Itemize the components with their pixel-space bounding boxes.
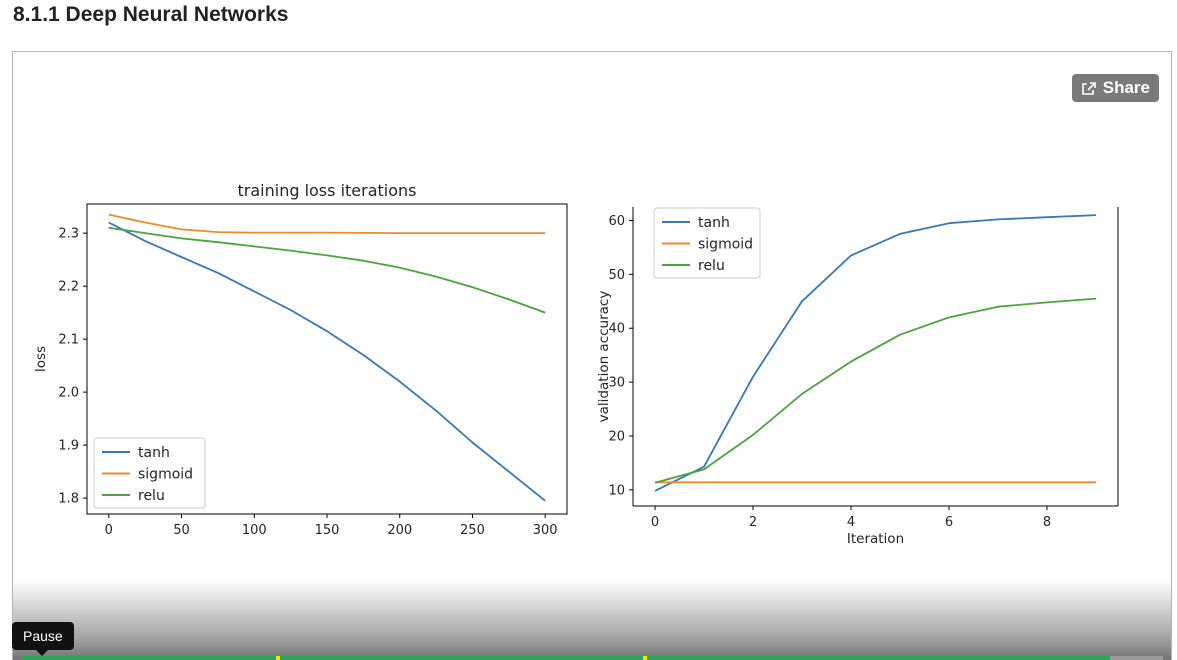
chapter-marker: [276, 656, 280, 660]
progress-remaining: [1110, 656, 1163, 660]
video-player[interactable]: Share 0 50 100 150 200 250 300 1.8 1.9 2.0 2.1 2.2 2…: [12, 51, 1172, 660]
legend-box: [93, 437, 206, 509]
y-tick-label: 30: [608, 376, 625, 391]
y-tick-label: 2.0: [58, 386, 79, 401]
y-tick-label: 2.2: [58, 280, 79, 295]
x-tick-label: 300: [533, 523, 558, 538]
x-tick-label: 250: [460, 523, 485, 538]
y-axis-label: loss: [33, 346, 49, 372]
share-label: Share: [1102, 78, 1150, 97]
y-tick-label: 2.3: [58, 227, 79, 242]
y-tick-label: 60: [608, 214, 625, 229]
legend-label-relu: relu: [698, 258, 725, 274]
y-tick-label: 10: [608, 483, 625, 498]
legend-box: [653, 207, 761, 279]
x-tick-label: 4: [847, 515, 855, 530]
legend-label-sigmoid: sigmoid: [138, 467, 193, 483]
y-axis-label: validation accuracy: [596, 291, 612, 423]
legend-label-tanh: tanh: [138, 445, 170, 461]
legend-label-tanh: tanh: [698, 215, 730, 231]
series-line-tanh: [108, 221, 546, 502]
y-tick-label: 20: [608, 429, 625, 444]
share-icon: [1081, 81, 1097, 96]
y-tick-label: 50: [608, 268, 625, 283]
x-axis-label: Iteration: [847, 531, 904, 547]
x-tick-label: 6: [945, 515, 953, 530]
series-line-relu: [108, 226, 546, 314]
x-tick-label: 200: [387, 523, 412, 538]
x-tick-label: 0: [651, 515, 659, 530]
x-tick-label: 2: [749, 515, 757, 530]
x-tick-label: 8: [1043, 515, 1051, 530]
series-line-relu: [654, 297, 1097, 484]
player-controls-gradient: [13, 580, 1171, 660]
y-tick-label: 1.9: [58, 439, 79, 454]
x-tick-label: 100: [242, 523, 267, 538]
validation-accuracy-chart: 0 2 4 6 8 10 20 30 40 50 60 Iteration validation acc…: [596, 207, 1119, 547]
legend-label-relu: relu: [138, 488, 165, 504]
y-tick-label: 2.1: [58, 333, 79, 348]
x-tick-label: 150: [315, 523, 340, 538]
x-tick-label: 0: [105, 523, 113, 538]
section-title: 8.1.1 Deep Neural Networks: [13, 3, 289, 26]
training-loss-chart: 0 50 100 150 200 250 300 1.8 1.9 2.0 2.1 2.2 2.3 trai…: [33, 181, 568, 538]
share-button[interactable]: Share: [1071, 74, 1159, 102]
series-line-sigmoid: [108, 213, 546, 235]
y-tick-label: 40: [608, 322, 625, 337]
legend-label-sigmoid: sigmoid: [698, 237, 753, 253]
chart-title: training loss iterations: [238, 181, 417, 200]
progress-bar[interactable]: [21, 656, 1163, 660]
pause-tooltip: Pause: [12, 622, 74, 656]
y-tick-label: 1.8: [58, 492, 79, 507]
x-tick-label: 50: [173, 523, 190, 538]
chapter-marker: [643, 656, 647, 660]
series-line-tanh: [654, 214, 1097, 492]
